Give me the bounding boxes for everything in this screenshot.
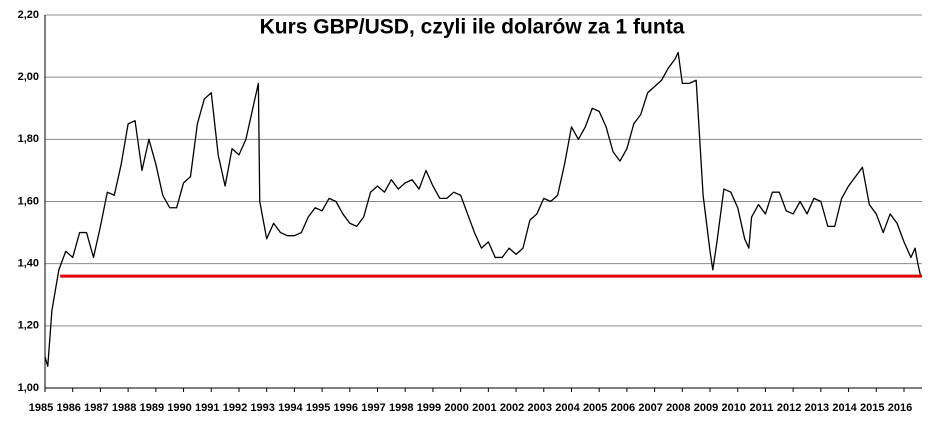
x-tick-label: 1985: [29, 402, 53, 414]
x-tick-label: 1989: [140, 402, 164, 414]
x-tick-label: 2005: [583, 402, 607, 414]
x-tick-label: 1998: [389, 402, 413, 414]
chart-title: Kurs GBP/USD, czyli ile dolarów za 1 fun…: [260, 16, 685, 39]
x-tick-label: 2002: [500, 402, 524, 414]
x-tick-label: 1986: [56, 402, 80, 414]
x-tick-label: 2012: [777, 402, 801, 414]
x-tick-label: 2011: [750, 402, 774, 414]
x-tick-label: 1992: [223, 402, 247, 414]
x-tick-label: 2014: [832, 402, 857, 414]
x-tick-label: 2003: [528, 402, 552, 414]
x-tick-label: 2006: [611, 402, 635, 414]
y-tick-label: 2,20: [18, 9, 39, 21]
x-tick-label: 1995: [306, 402, 330, 414]
x-tick-label: 1991: [195, 402, 219, 414]
x-tick-label: 2004: [555, 402, 580, 414]
x-tick-label: 2000: [444, 402, 468, 414]
x-tick-label: 1997: [361, 402, 385, 414]
x-tick-label: 2013: [805, 402, 829, 414]
x-tick-label: 1999: [417, 402, 441, 414]
x-tick-label: 1990: [167, 402, 191, 414]
price-line: [44, 51, 922, 367]
y-tick-label: 1,60: [18, 195, 39, 207]
y-tick-label: 1,40: [18, 258, 39, 270]
x-tick-label: 1988: [112, 402, 136, 414]
x-tick-label: 1993: [250, 402, 274, 414]
x-tick-label: 2008: [666, 402, 690, 414]
x-tick-label: 1987: [84, 402, 108, 414]
x-tick-label: 2009: [694, 402, 718, 414]
y-tick-label: 1,20: [18, 320, 39, 332]
x-tick-label: 2016: [888, 402, 912, 414]
x-tick-label: 1994: [278, 402, 303, 414]
x-tick-label: 2015: [860, 402, 884, 414]
x-tick-label: 1996: [334, 402, 358, 414]
y-tick-label: 1,80: [18, 133, 39, 145]
y-tick-label: 2,00: [18, 71, 39, 83]
x-tick-label: 2001: [472, 402, 496, 414]
y-tick-label: 1,00: [18, 382, 39, 394]
x-tick-label: 2007: [638, 402, 662, 414]
x-tick-label: 2010: [721, 402, 745, 414]
